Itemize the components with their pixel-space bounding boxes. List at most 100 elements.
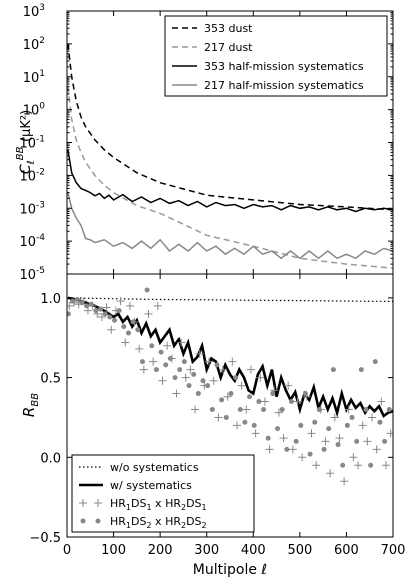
top-y-tick-label: 10-4 <box>19 233 45 250</box>
bottom-x-tick-label: 500 <box>287 543 312 558</box>
dot-marker <box>116 308 122 314</box>
plus-marker <box>102 303 111 312</box>
top-legend-label: 353 half-mission systematics <box>204 60 364 73</box>
plus-marker <box>298 453 307 462</box>
plus-marker <box>354 461 363 470</box>
dot-marker <box>228 391 234 397</box>
bottom-x-tick-label: 100 <box>101 543 126 558</box>
plus-marker <box>116 297 125 306</box>
bottom-legend-swatch <box>79 499 87 507</box>
plus-marker <box>121 338 130 347</box>
dot-marker <box>344 422 350 428</box>
plus-marker <box>321 437 330 446</box>
dot-marker <box>107 314 113 320</box>
dot-marker <box>298 422 304 428</box>
plus-marker <box>260 397 269 406</box>
plus-marker <box>83 306 92 315</box>
dot-marker <box>354 438 360 444</box>
plus-marker <box>209 376 218 385</box>
dot-marker <box>288 399 294 405</box>
top-legend-label: 217 half-mission systematics <box>204 79 364 92</box>
bottom-legend-swatch <box>94 499 102 507</box>
dot-marker <box>70 298 76 304</box>
bottom-legend-box <box>71 454 255 533</box>
top-y-tick-label: 103 <box>23 3 45 20</box>
bottom-x-tick-label: 300 <box>194 543 219 558</box>
plus-marker <box>172 389 181 398</box>
bottom-x-tick-label: 0 <box>63 543 71 558</box>
dot-marker <box>139 359 145 365</box>
plus-marker <box>344 405 353 414</box>
plus-marker <box>228 357 237 366</box>
bottom-legend-label: w/o systematics <box>110 461 199 474</box>
bottom-legend-swatch <box>95 518 101 524</box>
plus-marker <box>274 408 283 417</box>
dot-marker <box>326 426 332 432</box>
bottom-y-tick-label: 0.5 <box>40 372 61 387</box>
top-panel: 103 102 101 100 10-1 10-2 10-3 10-4 10-5 CℓBB (μ… <box>15 3 394 283</box>
bottom-y-tick-label: 0.0 <box>40 451 61 466</box>
dot-marker <box>279 406 285 412</box>
y-label-sub: ℓ <box>26 160 37 164</box>
dot-marker <box>237 406 243 412</box>
top-y-tick-label: 10-2 <box>19 167 45 184</box>
dot-marker <box>247 394 253 400</box>
top-y-axis-label: CℓBB (μK²) <box>15 110 37 174</box>
dot-marker <box>261 406 267 412</box>
plus-marker <box>246 365 255 374</box>
dot-marker <box>382 438 388 444</box>
dot-marker <box>312 419 318 425</box>
dot-marker <box>251 422 257 428</box>
top-series-line-3 <box>67 192 393 260</box>
dot-marker <box>368 462 374 468</box>
plus-marker <box>251 429 260 438</box>
bottom-x-tick-label: 400 <box>241 543 266 558</box>
bottom-series-line-1 <box>67 296 393 418</box>
dot-marker <box>214 362 220 368</box>
plus-marker <box>125 301 134 310</box>
top-series-line-1 <box>67 86 393 269</box>
bottom-axes-frame <box>66 273 394 538</box>
dot-marker <box>125 330 131 336</box>
plus-marker <box>191 405 200 414</box>
top-series-line-2 <box>67 149 393 213</box>
dot-marker <box>191 371 197 377</box>
bottom-y-tick-label: 1.0 <box>40 292 61 307</box>
top-legend: 353 dust 217 dust 353 half-mission systema… <box>164 15 388 97</box>
dot-marker <box>316 406 322 412</box>
dot-marker <box>163 362 169 368</box>
dot-marker <box>335 442 341 448</box>
bottom-x-tick-label: 700 <box>381 543 406 558</box>
plus-marker <box>279 434 288 443</box>
plus-marker <box>163 341 172 350</box>
plus-marker <box>386 429 393 438</box>
plus-marker <box>67 301 74 310</box>
dot-marker <box>219 397 225 403</box>
r-label-base: R <box>20 407 38 417</box>
plus-marker <box>284 381 293 390</box>
dot-marker <box>307 451 313 457</box>
dot-marker <box>98 306 104 312</box>
bottom-legend-label: w/ systematics <box>110 479 192 492</box>
plus-marker <box>307 429 316 438</box>
bottom-series-line-0 <box>67 297 393 302</box>
plus-marker <box>358 421 367 430</box>
dot-marker <box>386 406 392 412</box>
bottom-y-axis-label: RBB <box>20 393 41 417</box>
dot-marker <box>293 438 299 444</box>
dot-marker <box>172 375 178 381</box>
dot-marker <box>330 367 336 373</box>
plus-marker <box>242 405 251 414</box>
top-y-ticks: 103 102 101 100 10-1 10-2 10-3 10-4 10-5 <box>19 3 394 283</box>
plus-marker <box>368 413 377 422</box>
plus-marker <box>177 338 186 347</box>
plus-marker <box>326 469 335 478</box>
top-legend-label: 353 dust <box>204 22 253 35</box>
dot-marker <box>270 391 276 397</box>
plus-marker <box>330 413 339 422</box>
dot-marker <box>121 324 127 330</box>
bottom-panel: 1.00.50.0−0.50 100 200 300 400 500 600 700 RBB … <box>20 273 406 578</box>
dot-marker <box>233 375 239 381</box>
dot-marker <box>135 327 141 333</box>
